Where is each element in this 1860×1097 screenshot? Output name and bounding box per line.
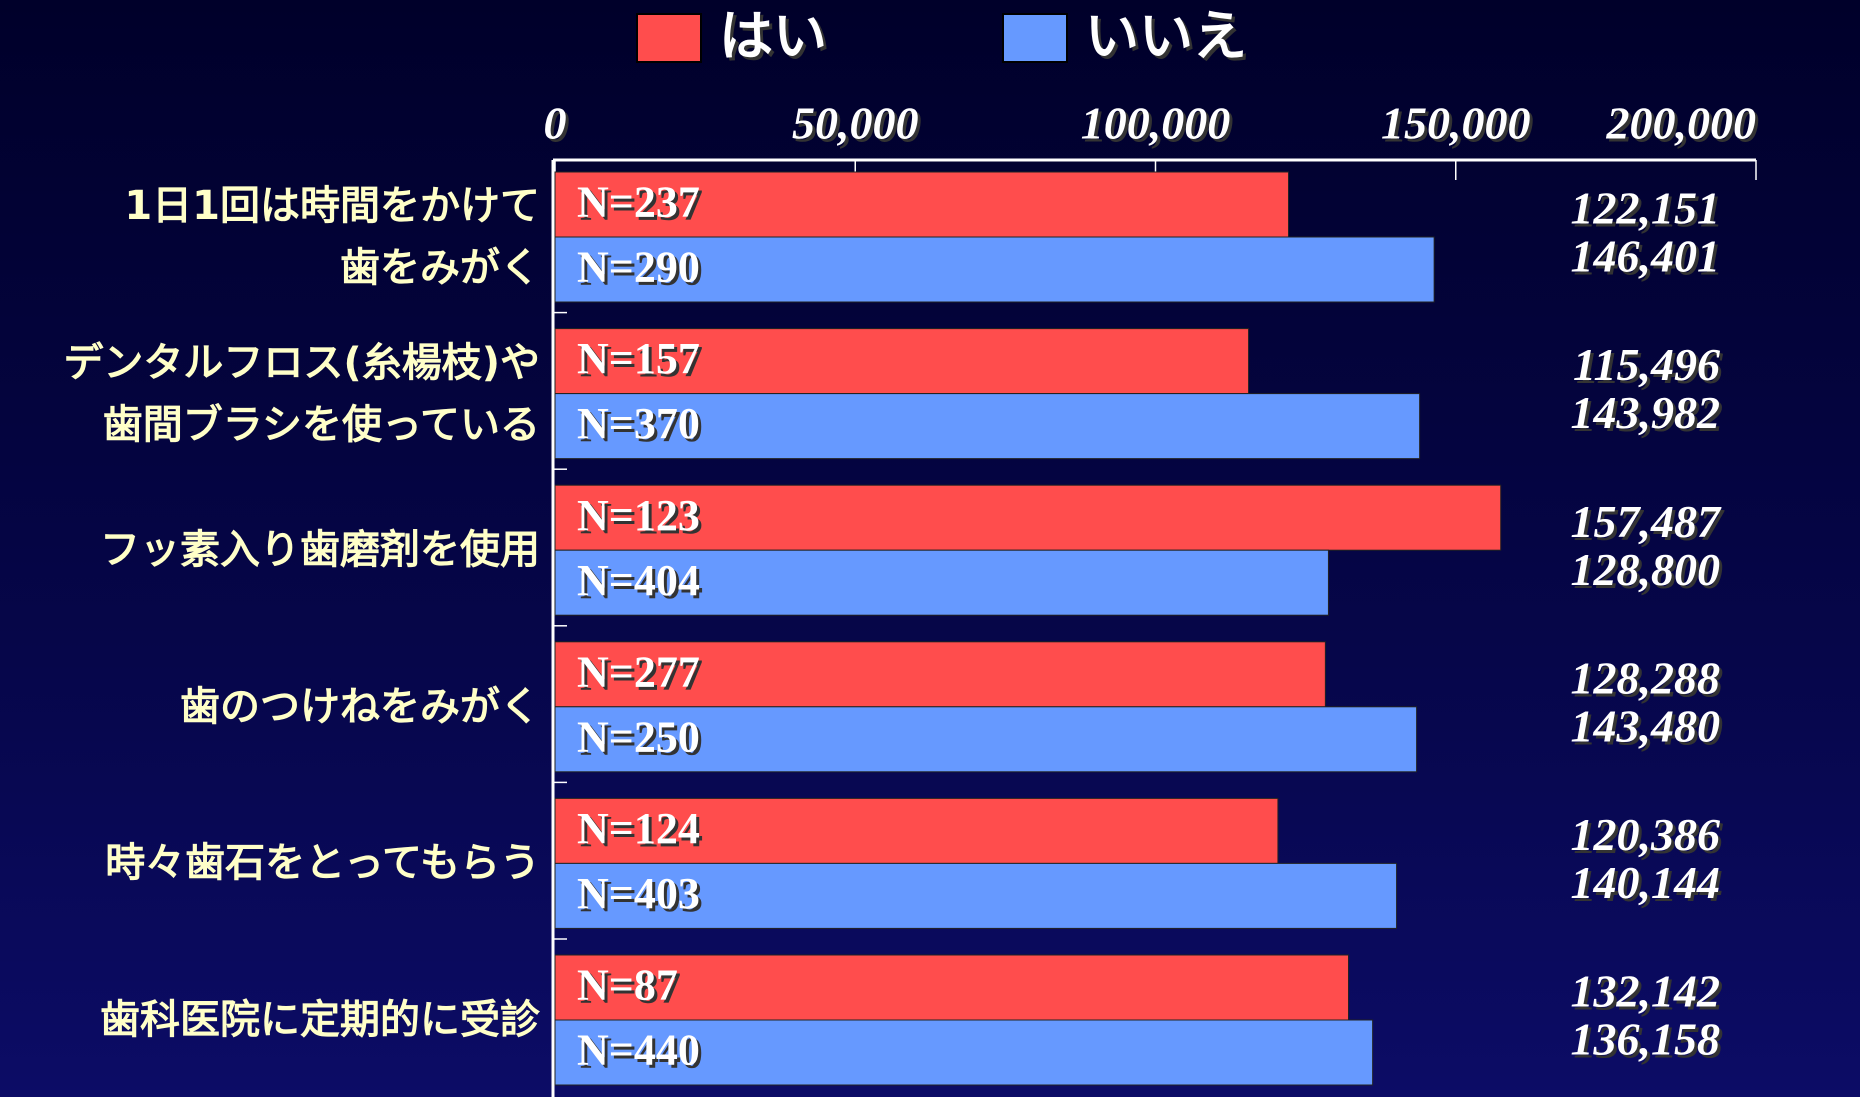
category-label: フッ素入り歯磨剤を使用 [100, 527, 540, 574]
value-label: 132,142 [1571, 966, 1721, 1017]
bar [554, 706, 1418, 773]
n-label: N=440 [577, 1026, 700, 1075]
category-label: 歯科医院に定期的に受診 [100, 997, 540, 1043]
x-tick-label: 0 [544, 98, 567, 149]
category-label: 時々歯石をとってもらう [105, 840, 540, 887]
bar [554, 549, 1329, 616]
category-label: 1日1回は時間をかけて 歯をみがく [124, 183, 540, 291]
n-label: N=157 [577, 334, 700, 383]
bar [554, 797, 1279, 864]
bar [554, 328, 1250, 395]
n-label: N=237 [577, 178, 700, 227]
bar [554, 862, 1398, 929]
bar [554, 393, 1421, 460]
n-label: N=404 [577, 556, 700, 605]
bar [554, 171, 1290, 238]
value-label: 136,158 [1571, 1014, 1721, 1065]
bar [554, 641, 1326, 708]
n-label: N=124 [577, 804, 700, 853]
value-label: 143,480 [1571, 700, 1721, 751]
legend-label: はい [719, 5, 827, 68]
bar [554, 484, 1502, 551]
x-tick-label: 200,000 [1606, 98, 1757, 149]
value-label: 115,496 [1573, 339, 1720, 390]
n-label: N=250 [577, 712, 700, 761]
n-label: N=87 [577, 961, 678, 1010]
n-label: N=370 [577, 399, 700, 448]
value-label: 122,151 [1571, 183, 1721, 234]
category-label: 歯のつけねをみがく [180, 683, 540, 730]
n-label: N=123 [577, 491, 700, 540]
value-label: 128,800 [1571, 544, 1721, 595]
value-label: 128,288 [1571, 652, 1721, 703]
category-label: デンタルフロス(糸楊枝)や 歯間ブラシを使っている [63, 339, 540, 448]
value-label: 143,982 [1571, 387, 1721, 438]
legend-label: いいえ [1085, 5, 1247, 68]
bar [554, 1019, 1374, 1086]
n-label: N=403 [577, 869, 700, 918]
bar [554, 236, 1435, 303]
x-tick-label: 50,000 [792, 98, 919, 149]
x-tick-label: 150,000 [1381, 98, 1531, 149]
n-label: N=290 [577, 243, 700, 292]
value-label: 120,386 [1571, 809, 1721, 860]
value-label: 157,487 [1571, 496, 1723, 547]
legend-swatch [636, 13, 702, 63]
x-tick-label: 100,000 [1081, 98, 1231, 149]
value-label: 140,144 [1571, 857, 1721, 908]
n-label: N=277 [577, 647, 700, 696]
legend-swatch [1002, 13, 1068, 63]
value-label: 146,401 [1571, 231, 1721, 282]
